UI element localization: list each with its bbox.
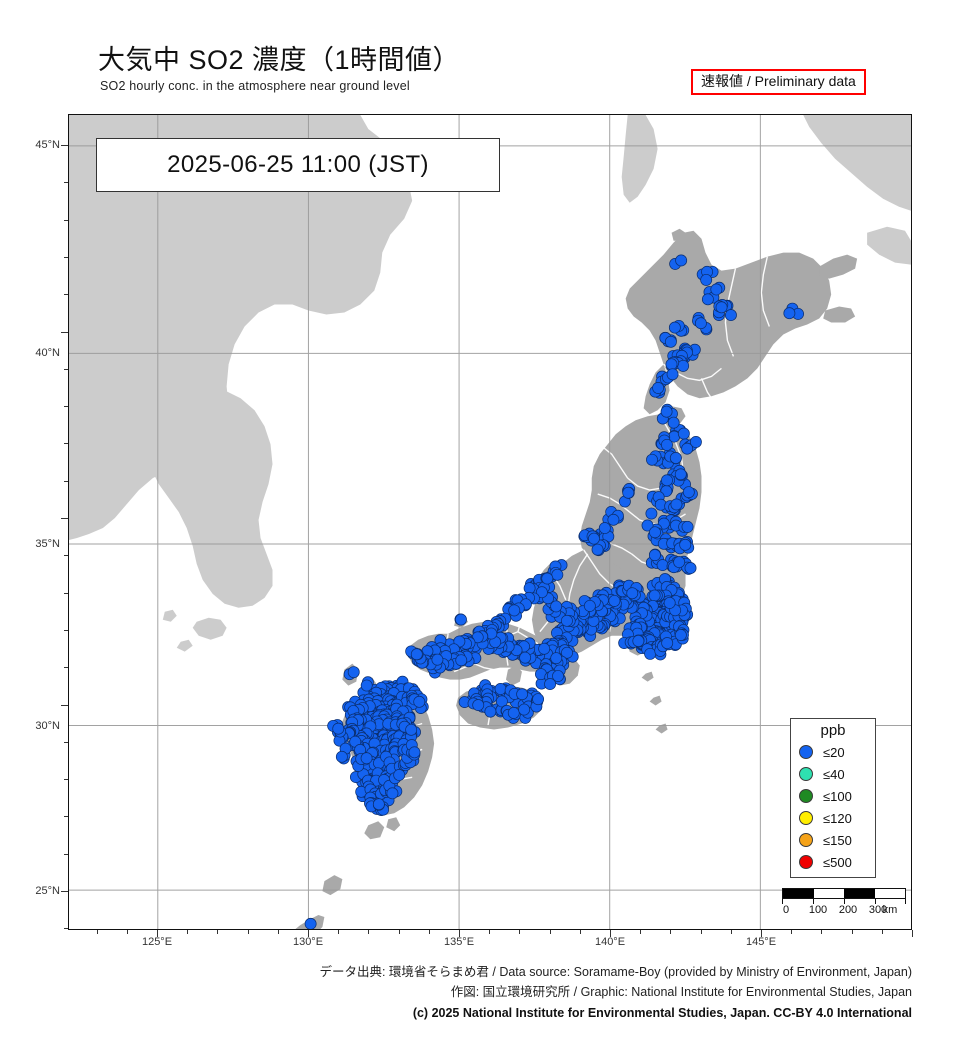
legend-label-le150: ≤150 [823, 832, 852, 848]
legend-label-le40: ≤40 [823, 766, 845, 782]
page-footer: データ出典: 環境省そらまめ君 / Data source: Soramame-… [0, 962, 980, 1024]
scale-bar-labels: 0 100 200 300 km [782, 904, 906, 918]
map-plot-area[interactable] [68, 114, 912, 930]
map-scale-bar: 0 100 200 300 km [782, 888, 906, 918]
legend-swatch-le100 [799, 789, 813, 804]
scale-seg-4 [874, 889, 905, 898]
legend-item-le40[interactable]: ≤40 [791, 763, 875, 785]
footer-copyright: (c) 2025 National Institute for Environm… [412, 1006, 912, 1020]
scale-bar-segments [782, 888, 906, 899]
so2-station-points[interactable] [304, 254, 805, 929]
footer-graphic-credit: 作図: 国立環境研究所 / Graphic: National Institut… [450, 985, 912, 999]
page-header: 大気中 SO2 濃度（1時間値） SO2 hourly conc. in the… [0, 0, 980, 114]
map-canvas [69, 115, 911, 929]
scale-label-0: 0 [782, 904, 790, 916]
legend-item-le100[interactable]: ≤100 [791, 785, 875, 807]
scale-label-100: 100 [808, 904, 828, 916]
legend-swatch-le20 [799, 745, 813, 760]
page-subtitle: SO2 hourly conc. in the atmosphere near … [100, 79, 410, 93]
legend-item-le120[interactable]: ≤120 [791, 807, 875, 829]
xtick-label-130e: 130°E [292, 936, 324, 948]
legend-box: ppb ≤20 ≤40 ≤100 ≤120 ≤150 ≤500 [790, 718, 876, 879]
ytick-label-25n: 25°N [35, 885, 60, 897]
xtick-label-145e: 145°E [745, 936, 777, 948]
scale-seg-2 [813, 889, 844, 898]
xtick-label-140e: 140°E [594, 936, 626, 948]
legend-swatch-le500 [799, 855, 813, 870]
legend-swatch-le120 [799, 811, 813, 826]
scale-seg-3 [844, 889, 875, 898]
scale-label-300: 300 [868, 904, 888, 916]
ytick-label-35n: 35°N [35, 538, 60, 550]
legend-title: ppb [820, 722, 846, 739]
scale-bar-ticks [782, 899, 906, 904]
datetime-label: 2025-06-25 11:00 (JST) [96, 138, 500, 192]
legend-label-le120: ≤120 [823, 810, 852, 826]
legend-item-le20[interactable]: ≤20 [791, 741, 875, 763]
scale-label-200: 200 [838, 904, 858, 916]
legend-swatch-le40 [799, 767, 813, 782]
ytick-label-30n: 30°N [35, 720, 60, 732]
xtick-label-125e: 125°E [141, 936, 173, 948]
foreign-landmass [69, 115, 911, 652]
footer-data-source: データ出典: 環境省そらまめ君 / Data source: Soramame-… [319, 965, 912, 979]
legend-label-le100: ≤100 [823, 788, 852, 804]
legend-label-le20: ≤20 [823, 744, 845, 760]
legend-swatch-le150 [799, 833, 813, 848]
ytick-label-40n: 40°N [35, 347, 60, 359]
xtick-label-135e: 135°E [443, 936, 475, 948]
scale-unit-label: km [882, 904, 898, 916]
scale-seg-1 [783, 889, 814, 898]
page-title: 大気中 SO2 濃度（1時間値） [98, 45, 461, 75]
ytick-label-45n: 45°N [35, 139, 60, 151]
legend-item-le500[interactable]: ≤500 [791, 851, 875, 873]
preliminary-data-badge: 速報値 / Preliminary data [691, 69, 866, 96]
legend-label-le500: ≤500 [823, 854, 852, 870]
legend-item-le150[interactable]: ≤150 [791, 829, 875, 851]
